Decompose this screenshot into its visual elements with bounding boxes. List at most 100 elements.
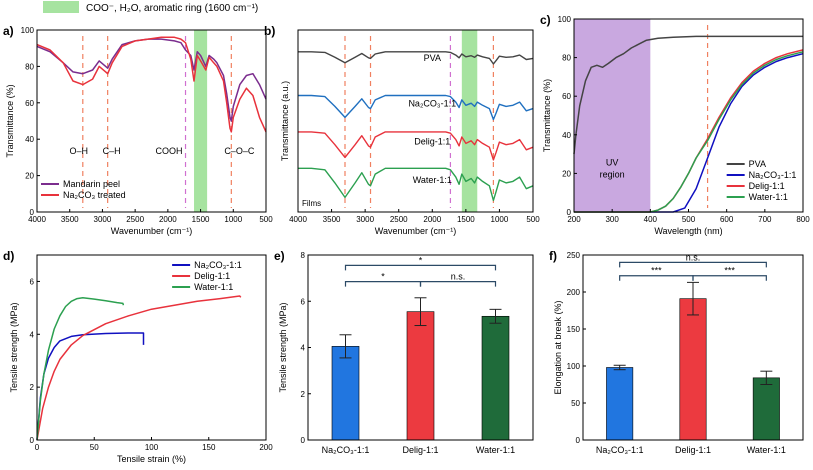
bar-f: [752, 377, 780, 441]
x-tick-label-a: 3500: [61, 215, 79, 224]
significance-label-f: ***: [651, 266, 662, 276]
x-axis-label-a: Wavenumber (cm⁻¹): [111, 226, 192, 236]
y-tick-label-e: 6: [301, 297, 306, 306]
bar-f: [679, 298, 707, 441]
panel-label-b: b): [264, 24, 275, 38]
x-tick-label-a: 1000: [224, 215, 242, 224]
y-tick-label-c: 100: [558, 15, 572, 24]
x-tick-label-a: 2000: [159, 215, 177, 224]
x-tick-label-c: 300: [605, 215, 619, 224]
y-tick-label-c: 0: [567, 208, 572, 217]
x-tick-label-c: 500: [682, 215, 696, 224]
series-line-b: [298, 94, 534, 121]
legend-label-c: Water-1:1: [749, 192, 788, 202]
series-line-a: [36, 36, 267, 133]
y-tick-label-a: 20: [25, 172, 34, 181]
y-tick-label-f: 50: [571, 399, 580, 408]
y-tick-label-c: 20: [562, 169, 571, 178]
x-tick-label-a: 4000: [28, 215, 46, 224]
legend-label-c: PVA: [749, 159, 766, 169]
panel-label-d: d): [3, 249, 14, 263]
y-tick-label-e: 4: [301, 344, 306, 353]
category-label-e: Na₂CO₃-1:1: [322, 445, 370, 455]
x-tick-label-b: 1000: [491, 215, 509, 224]
y-tick-label-a: 40: [25, 135, 34, 144]
x-axis-label-d: Tensile strain (%): [117, 454, 186, 464]
category-label-f: Delig-1:1: [675, 445, 711, 455]
legend-label-a: Mandarin peel: [63, 179, 120, 189]
y-axis-label-c: Transmittance (%): [542, 79, 552, 152]
panel-label-f: f): [549, 249, 557, 263]
plot-frame-f: [582, 254, 804, 441]
bar-f: [606, 367, 634, 441]
x-tick-label-b: 1500: [457, 215, 475, 224]
x-tick-label-a: 500: [259, 215, 273, 224]
uv-region: [574, 19, 651, 212]
legend-label-d: Water-1:1: [194, 282, 233, 292]
x-tick-label-b: 3000: [356, 215, 374, 224]
significance-bracket-f: [692, 275, 767, 281]
y-axis-label-b: Transmittance (a.u.): [280, 81, 290, 161]
x-tick-label-b: 2500: [390, 215, 408, 224]
y-tick-label-f: 0: [576, 436, 581, 445]
significance-bracket-f: [619, 261, 767, 268]
panel-label-c: c): [540, 13, 551, 27]
significance-bracket-e: [344, 280, 422, 287]
x-tick-label-a: 1500: [192, 215, 210, 224]
category-label-e: Delig-1:1: [402, 445, 438, 455]
legend-label-c: Delig-1:1: [749, 181, 785, 191]
x-tick-label-c: 200: [567, 215, 581, 224]
significance-bracket-e: [419, 280, 497, 287]
y-tick-label-a: 0: [30, 208, 35, 217]
legend-label-a: Na₂CO₃ treated: [63, 190, 126, 200]
bar-e: [481, 315, 510, 441]
series-line-c: [574, 51, 804, 213]
y-tick-label-d: 0: [30, 436, 35, 445]
x-tick-label-d: 0: [35, 443, 40, 452]
x-tick-label-a: 3000: [94, 215, 112, 224]
y-axis-label-f: Elongation at break (%): [553, 300, 563, 394]
x-tick-label-c: 400: [644, 215, 658, 224]
series-line-a: [36, 38, 267, 122]
significance-bracket-f: [619, 275, 694, 281]
series-line-c: [573, 35, 803, 155]
series-line-b: [298, 131, 534, 161]
bar-e: [331, 346, 360, 441]
x-tick-label-d: 100: [145, 443, 159, 452]
bar-e: [406, 311, 435, 441]
significance-label-e: *: [381, 272, 385, 282]
corner-label-b: Films: [302, 199, 321, 208]
peak-label-a: C–H: [103, 146, 121, 156]
series-line-b: [298, 51, 534, 65]
series-label-b: PVA: [424, 53, 441, 63]
panel-label-e: e): [274, 249, 285, 263]
x-tick-label-c: 600: [720, 215, 734, 224]
y-axis-label-d: Tensile strength (MPa): [9, 302, 19, 392]
significance-label-f: ***: [724, 266, 735, 276]
significance-label-e: *: [419, 255, 423, 265]
x-tick-label-c: 800: [796, 215, 810, 224]
x-tick-label-d: 50: [90, 443, 99, 452]
x-axis-label-c: Wavelength (nm): [654, 226, 722, 236]
series-line-d: [36, 297, 125, 441]
series-label-b: Delig-1:1: [414, 137, 450, 147]
legend-label-d: Delig-1:1: [194, 271, 230, 281]
x-tick-label-a: 2500: [126, 215, 144, 224]
band-aromatic-b: [461, 30, 478, 212]
panel-label-a: a): [3, 24, 14, 38]
band-aromatic-a: [194, 30, 208, 212]
series-label-b: Na₂CO₃-1:1: [408, 98, 456, 108]
series-line-d: [36, 332, 145, 441]
category-label-f: Na₂CO₃-1:1: [596, 445, 644, 455]
legend-top-swatch: [43, 1, 79, 13]
y-tick-label-f: 250: [567, 251, 581, 260]
y-tick-label-a: 80: [25, 62, 34, 71]
x-axis-label-b: Wavenumber (cm⁻¹): [375, 226, 456, 236]
y-tick-label-c: 60: [562, 92, 571, 101]
y-tick-label-c: 40: [562, 131, 571, 140]
legend-label-c: Na₂CO₃-1:1: [749, 170, 797, 180]
significance-label-f: n.s.: [686, 252, 701, 262]
significance-label-e: n.s.: [451, 272, 466, 282]
y-axis-label-e: Tensile strength (MPa): [278, 302, 288, 392]
peak-label-a: O–H: [70, 146, 89, 156]
